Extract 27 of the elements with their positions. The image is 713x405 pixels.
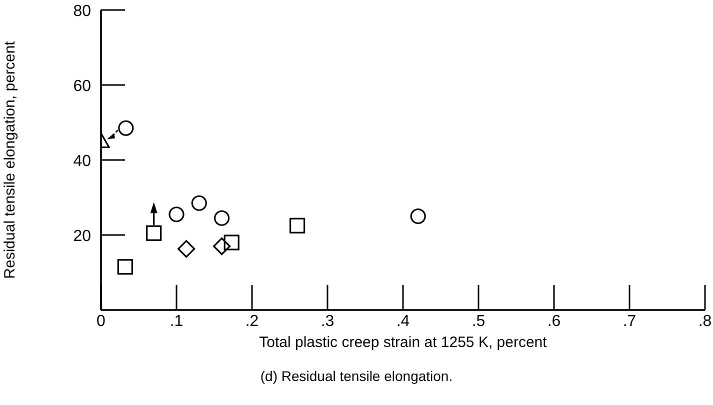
point [146,225,162,241]
text: (d) Residual tensile elongation. [259,368,454,384]
point [410,208,426,224]
x-tick-label: .6 [547,313,561,330]
x-tick-label: .4 [396,313,410,330]
point [168,206,184,222]
y-axis-title: Residual tensile elongation, percent [2,41,18,279]
point [191,195,207,211]
y-tick-label: 20 [73,228,92,245]
x-tick-label: .2 [245,313,259,330]
x-tick-label: 0 [96,313,106,330]
point [224,234,240,250]
y-tick-label: 80 [73,3,92,20]
point [178,240,196,258]
y-tick-label: 40 [73,153,92,170]
x-axis-title: Total plastic creep strain at 1255 K, percent [258,334,548,351]
point [290,218,306,234]
point [117,259,133,275]
x-tick-label: .7 [622,313,636,330]
x-tick-label: .1 [170,313,184,330]
x-tick-label: .3 [320,313,334,330]
point [214,210,230,226]
x-tick-label: .8 [698,313,712,330]
x-tick-label: .5 [472,313,486,330]
point [118,120,134,136]
point [213,237,231,256]
y-tick-label: 60 [73,78,92,95]
